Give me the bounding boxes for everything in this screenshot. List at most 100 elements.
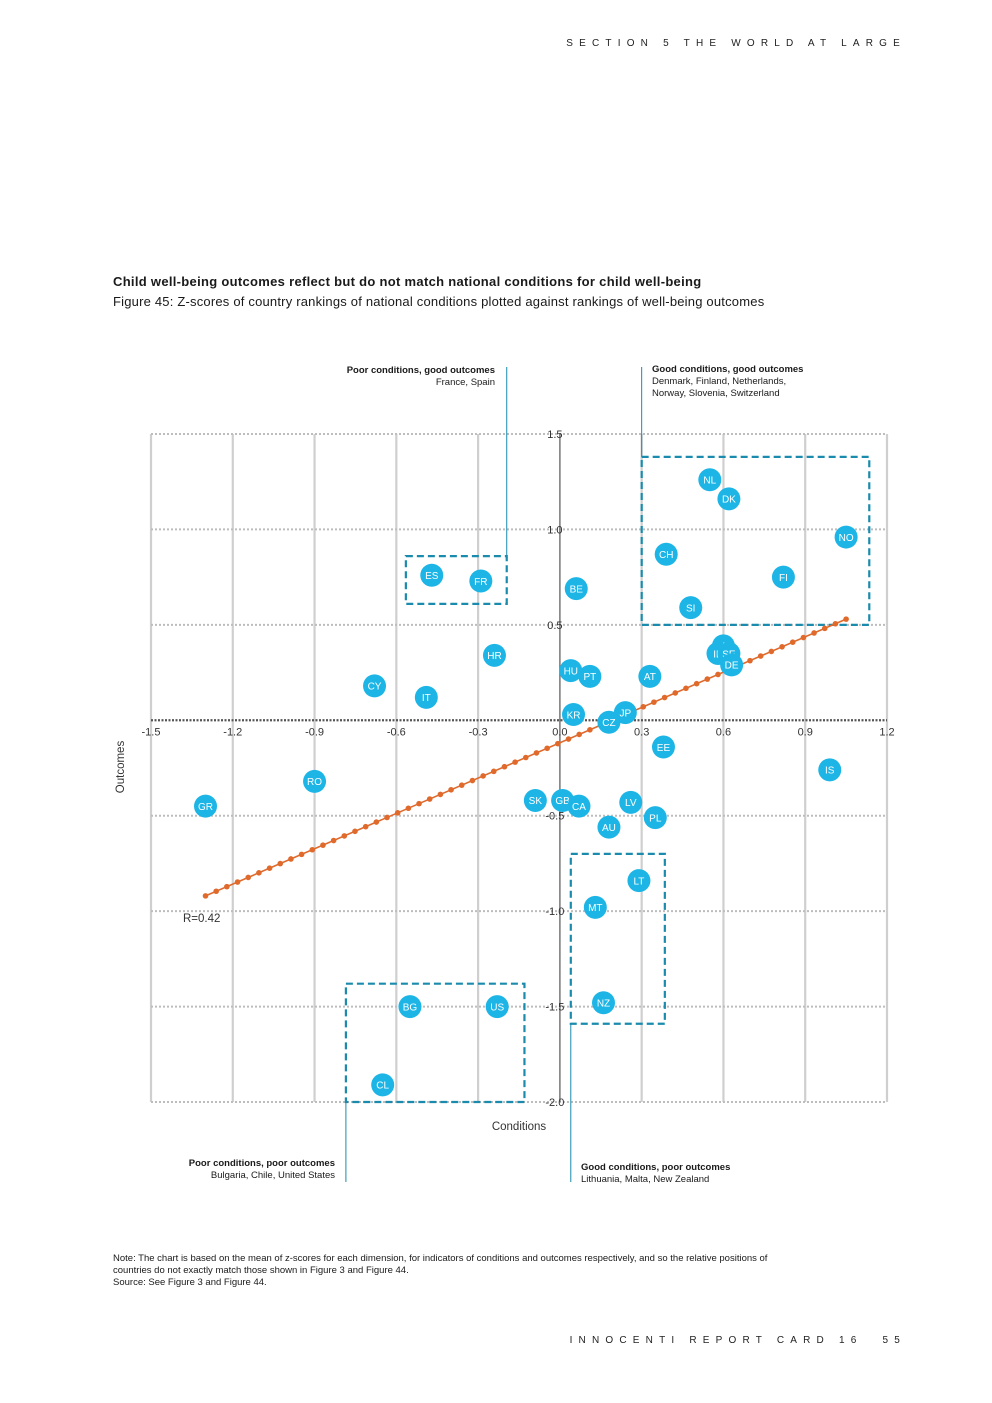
point-marker (482, 643, 506, 667)
point-label: RO (307, 777, 322, 788)
annotation-countries: Lithuania, Malta, New Zealand (581, 1174, 710, 1185)
point-marker (651, 735, 675, 759)
point-lv: LV (619, 790, 643, 814)
data-points: NLDKNOCHFISIESFRBEHRLUIESEDEHUPTATCYITKR… (194, 468, 858, 1097)
point-label: GB (555, 796, 570, 807)
trendline-dot (533, 750, 540, 756)
r-label: R=0.42 (183, 913, 220, 925)
point-label: HU (564, 666, 578, 677)
point-label: PL (649, 813, 662, 824)
y-tick-label: 0.5 (547, 620, 562, 632)
x-tick-label: -1.5 (142, 726, 161, 738)
trendline-dot (352, 828, 358, 835)
trendline-dot (811, 630, 817, 636)
trendline-dot (202, 893, 209, 899)
annotation-bottom-left: Poor conditions, poor outcomes Bulgaria,… (189, 1158, 335, 1182)
trendline-dot (458, 782, 465, 788)
point-ro: RO (303, 769, 327, 793)
trendline (202, 616, 849, 899)
y-tick-label: -1.5 (545, 1002, 564, 1014)
trendline-dot (501, 763, 508, 770)
annotation-top-left: Poor conditions, good outcomes France, S… (347, 365, 495, 389)
point-marker (698, 468, 722, 492)
point-marker (638, 664, 662, 688)
point-nl: NL (698, 468, 722, 492)
y-tick-label: 1.5 (547, 429, 562, 441)
trendline-dot (640, 703, 647, 710)
trendline-dot (512, 759, 518, 765)
point-at: AT (638, 664, 662, 688)
x-tick-label: -1.2 (223, 726, 242, 738)
y-tick-label: -1.0 (545, 906, 564, 918)
x-tick-label: -0.3 (469, 726, 488, 738)
trendline-dot (330, 837, 337, 844)
y-tick-label: -0.5 (545, 811, 564, 823)
trendline-dot (480, 773, 486, 779)
trendline-dot (373, 819, 380, 825)
point-cy: CY (363, 674, 387, 698)
point-bg: BG (398, 995, 422, 1019)
trendline-dot (341, 833, 348, 839)
point-marker (567, 794, 591, 818)
trendline-dot (213, 888, 219, 895)
point-marker (720, 653, 744, 677)
point-label: IT (422, 693, 431, 704)
point-label: FI (779, 573, 788, 584)
point-label: BG (403, 1002, 418, 1013)
point-label: FR (474, 577, 487, 588)
point-marker (523, 788, 547, 812)
point-pl: PL (643, 806, 667, 830)
point-marker (371, 1073, 395, 1097)
trendline-dot (555, 740, 561, 747)
point-label: BE (570, 584, 584, 595)
point-marker (654, 542, 678, 566)
point-be: BE (564, 577, 588, 601)
point-marker (619, 790, 643, 814)
chart-title: Child well-being outcomes reflect but do… (113, 274, 702, 289)
trendline-dot (779, 644, 785, 650)
box-good-poor (569, 852, 666, 1025)
point-label: ES (425, 571, 439, 582)
quadrant-boxes (344, 367, 871, 1182)
point-marker (717, 487, 741, 511)
point-marker (194, 794, 218, 818)
annotation-heading: Poor conditions, poor outcomes (188, 1158, 335, 1169)
annotation-heading: Poor conditions, good outcomes (346, 365, 495, 376)
point-marker (363, 674, 387, 698)
source-line: Source: See Figure 3 and Figure 44. (113, 1277, 267, 1288)
point-label: CA (572, 802, 586, 813)
trendline-dot (747, 657, 753, 664)
point-label: CH (659, 550, 673, 561)
trendline-dot (405, 805, 412, 812)
point-hr: HR (482, 643, 506, 667)
point-hu: HU (559, 659, 583, 683)
point-gr: GR (194, 794, 218, 818)
annotation-countries: Denmark, Finland, Netherlands, (652, 376, 787, 387)
point-kr: KR (562, 703, 586, 727)
point-lt: LT (627, 869, 651, 893)
trendline-dot (704, 676, 711, 682)
trendline-dot (416, 800, 422, 807)
annotation-countries: Norway, Slovenia, Switzerland (652, 388, 780, 399)
annotation-heading: Good conditions, poor outcomes (581, 1162, 731, 1173)
y-axis-label: Outcomes (115, 741, 127, 794)
point-marker (771, 565, 795, 589)
point-marker (564, 577, 588, 601)
point-label: DE (725, 661, 739, 672)
trendline-dot (565, 736, 572, 742)
point-no: NO (834, 525, 858, 549)
point-label: SK (529, 796, 543, 807)
point-pt: PT (578, 664, 602, 688)
point-fi: FI (771, 565, 795, 589)
trendline-dot (277, 860, 284, 867)
point-label: US (490, 1002, 504, 1013)
x-tick-label: -0.9 (305, 726, 324, 738)
point-label: PT (583, 672, 596, 683)
point-ch: CH (654, 542, 678, 566)
point-label: LV (625, 798, 637, 809)
point-marker (469, 569, 493, 593)
point-label: AU (602, 823, 616, 834)
point-marker (834, 525, 858, 549)
point-label: CY (368, 682, 382, 693)
